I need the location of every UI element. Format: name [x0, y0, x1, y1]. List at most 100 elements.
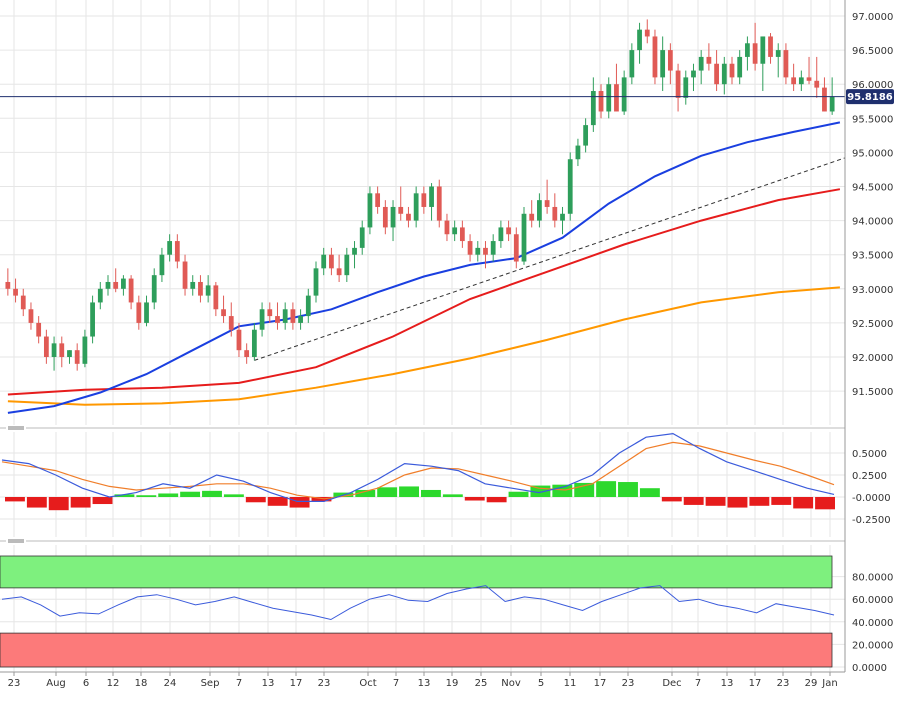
macd-histogram-bar	[530, 485, 551, 497]
candle-body	[43, 336, 49, 357]
macd-lines	[1, 432, 835, 502]
candle-body	[459, 227, 465, 242]
macd-histogram-bar	[793, 497, 814, 509]
macd-histogram-bar	[311, 497, 332, 502]
macd-histogram-bar	[223, 494, 244, 497]
macd-histogram-bar	[596, 481, 617, 497]
macd-y-axis: 0.5000 0.2500 -0.0000 -0.2500	[852, 449, 891, 526]
candle-body	[560, 213, 565, 221]
macd-histogram-bar	[574, 482, 595, 497]
x-tick-label: 17	[290, 678, 303, 689]
macd-signal-line	[1, 441, 835, 500]
candle-body	[683, 77, 689, 98]
trendline	[254, 157, 846, 361]
candles	[5, 19, 835, 371]
y-tick-label: 40.0000	[852, 618, 893, 629]
macd-histogram-bar	[486, 497, 507, 503]
x-tick-label: 23	[777, 678, 790, 689]
candle-body	[67, 350, 72, 357]
candle-body	[691, 70, 696, 78]
resize-handle-bg[interactable]	[6, 425, 26, 431]
candle-body	[429, 186, 434, 207]
y-tick-label: -0.0000	[852, 493, 891, 504]
candle-body	[413, 193, 419, 221]
candle-body	[637, 29, 642, 51]
candle-body	[667, 50, 673, 71]
y-tick-label: 92.0000	[852, 353, 893, 364]
rsi-zones	[0, 555, 833, 668]
resize-handle-bg[interactable]	[6, 538, 26, 544]
y-tick-label: 95.5000	[852, 114, 893, 125]
macd-histogram-bar	[267, 497, 288, 506]
x-tick-label: 5	[538, 678, 544, 689]
candle-body	[90, 302, 95, 337]
candle-body	[590, 91, 596, 126]
candle-body	[583, 125, 589, 146]
candle-body	[421, 193, 427, 207]
candle-body	[159, 254, 165, 276]
y-tick-label: 80.0000	[852, 573, 893, 584]
candle-body	[521, 213, 527, 262]
x-tick-label: Aug	[46, 678, 66, 689]
price-panel[interactable]: 97.0000 96.5000 96.0000 95.5000 95.0000 94.50…	[0, 0, 894, 425]
x-tick-label: 6	[83, 678, 89, 689]
rsi-overbought-zone	[0, 555, 833, 589]
candle-body	[467, 241, 473, 255]
macd-histogram-bar	[5, 497, 25, 502]
candle-body	[167, 241, 173, 255]
panel-resize-handle[interactable]	[6, 425, 26, 431]
y-tick-label: 0.0000	[852, 663, 887, 674]
x-tick-label: 29	[805, 678, 818, 689]
candle-body	[660, 50, 666, 78]
y-tick-label: 97.0000	[852, 12, 893, 23]
panel-resize-handle[interactable]	[6, 538, 26, 544]
macd-histogram-bar	[639, 488, 660, 497]
candle-body	[298, 316, 303, 323]
x-tick-label: 13	[418, 678, 431, 689]
candle-body	[490, 241, 496, 255]
current-price-tag: 95.8186	[846, 89, 894, 105]
candle-body	[20, 295, 26, 310]
candle-body	[267, 309, 273, 317]
time-x-axis: 23 Aug 6 12 18 24 Sep 7 13 17 23 Oct 7 13 19 25 Nov 5 11 17…	[8, 672, 838, 689]
candle-body	[745, 43, 750, 57]
candle-body	[221, 309, 226, 317]
macd-histogram-bar	[442, 494, 463, 497]
candle-body	[706, 56, 712, 64]
candle-body	[282, 309, 288, 323]
candle-body	[113, 281, 119, 289]
candle-body	[367, 193, 373, 228]
candle-body	[783, 50, 789, 78]
candle-body	[236, 329, 242, 351]
rsi-panel[interactable]: 80.0000 60.0000 40.0000 20.0000 0.0000	[0, 545, 893, 674]
macd-histogram-bar	[70, 497, 91, 508]
x-tick-label: 7	[236, 678, 242, 689]
candle-body	[151, 275, 157, 303]
x-tick-label: Sep	[201, 678, 220, 689]
candle-body	[105, 281, 111, 289]
y-tick-label: 0.2500	[852, 471, 887, 482]
macd-histogram	[5, 481, 835, 511]
candle-body	[675, 70, 681, 98]
macd-histogram-bar	[114, 494, 135, 497]
candle-body	[537, 200, 542, 221]
macd-histogram-bar	[815, 497, 835, 510]
x-tick-label: 19	[446, 678, 459, 689]
y-tick-label: 95.0000	[852, 148, 893, 159]
macd-histogram-bar	[683, 497, 704, 505]
macd-histogram-bar	[289, 497, 310, 508]
candle-body	[806, 77, 812, 81]
y-tick-label: 91.5000	[852, 387, 893, 398]
candle-body	[97, 288, 103, 303]
macd-histogram-bar	[48, 497, 69, 511]
y-tick-label: 20.0000	[852, 640, 893, 651]
macd-histogram-bar	[771, 497, 792, 505]
macd-panel[interactable]: 0.5000 0.2500 -0.0000 -0.2500	[0, 432, 891, 537]
candle-body	[144, 302, 149, 323]
y-tick-label: -0.2500	[852, 515, 891, 526]
x-tick-label: 7	[695, 678, 701, 689]
macd-histogram-bar	[355, 489, 376, 497]
candle-body	[28, 309, 34, 323]
candle-body	[359, 227, 365, 248]
